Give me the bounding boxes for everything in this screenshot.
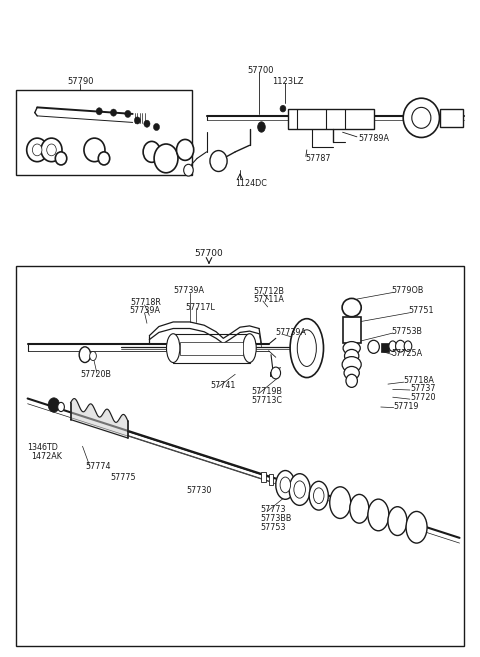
Ellipse shape xyxy=(297,330,316,367)
Text: 57717L: 57717L xyxy=(185,303,215,312)
Ellipse shape xyxy=(350,495,369,523)
Text: 57751: 57751 xyxy=(408,306,434,315)
Text: 57753: 57753 xyxy=(261,523,286,532)
Ellipse shape xyxy=(96,108,102,115)
Ellipse shape xyxy=(313,488,324,503)
Text: 1472AK: 1472AK xyxy=(32,452,62,461)
Text: 57730: 57730 xyxy=(187,486,212,495)
Text: 57741: 57741 xyxy=(210,381,236,390)
Text: 57790: 57790 xyxy=(67,78,94,86)
Ellipse shape xyxy=(342,357,361,373)
Ellipse shape xyxy=(167,334,180,363)
Ellipse shape xyxy=(396,340,405,352)
Ellipse shape xyxy=(41,138,62,162)
Ellipse shape xyxy=(330,487,351,518)
Bar xyxy=(441,108,463,127)
Text: 5773BB: 5773BB xyxy=(261,514,292,523)
Text: 57718A: 57718A xyxy=(404,376,434,385)
Ellipse shape xyxy=(110,109,117,116)
Ellipse shape xyxy=(368,340,379,353)
Text: 57737: 57737 xyxy=(410,384,435,393)
Ellipse shape xyxy=(184,164,193,176)
Text: 57719B: 57719B xyxy=(252,387,282,396)
Ellipse shape xyxy=(90,351,96,361)
Bar xyxy=(381,343,389,352)
Ellipse shape xyxy=(404,341,412,351)
Ellipse shape xyxy=(258,122,265,132)
Ellipse shape xyxy=(47,144,56,156)
Ellipse shape xyxy=(290,319,324,378)
Text: 57720B: 57720B xyxy=(80,370,111,379)
Ellipse shape xyxy=(346,374,358,388)
Bar xyxy=(269,474,274,485)
Text: 57700: 57700 xyxy=(194,250,223,258)
Ellipse shape xyxy=(289,474,310,505)
Text: 57711A: 57711A xyxy=(253,294,284,304)
Text: 57712B: 57712B xyxy=(253,286,284,296)
Text: 57773: 57773 xyxy=(261,505,286,514)
Ellipse shape xyxy=(280,477,290,493)
Ellipse shape xyxy=(389,341,396,351)
Ellipse shape xyxy=(125,110,131,118)
Text: 57753B: 57753B xyxy=(392,327,423,336)
Ellipse shape xyxy=(343,342,360,355)
Ellipse shape xyxy=(344,367,360,380)
Ellipse shape xyxy=(134,117,141,124)
Ellipse shape xyxy=(406,511,427,543)
Ellipse shape xyxy=(412,107,431,128)
Ellipse shape xyxy=(58,402,64,411)
Text: 57739A: 57739A xyxy=(276,328,307,337)
Ellipse shape xyxy=(243,334,256,363)
Text: 57725A: 57725A xyxy=(392,349,423,358)
Ellipse shape xyxy=(48,397,60,412)
Ellipse shape xyxy=(55,152,67,165)
Bar xyxy=(16,266,464,646)
Ellipse shape xyxy=(33,144,42,156)
Ellipse shape xyxy=(143,141,160,162)
Text: 5779OB: 5779OB xyxy=(392,286,424,295)
Ellipse shape xyxy=(345,350,359,363)
Ellipse shape xyxy=(98,152,110,165)
Text: 1123LZ: 1123LZ xyxy=(273,77,304,85)
Text: 57719: 57719 xyxy=(394,402,419,411)
Text: 57789A: 57789A xyxy=(359,134,389,143)
Ellipse shape xyxy=(84,138,105,162)
Text: 57720: 57720 xyxy=(410,393,435,401)
Bar xyxy=(288,109,373,129)
Ellipse shape xyxy=(177,139,194,160)
Ellipse shape xyxy=(271,367,281,379)
Text: 57787: 57787 xyxy=(306,154,331,163)
Ellipse shape xyxy=(276,470,295,499)
Text: 57774: 57774 xyxy=(85,462,110,471)
Ellipse shape xyxy=(388,507,407,535)
Bar xyxy=(343,317,361,343)
Ellipse shape xyxy=(144,120,150,127)
Ellipse shape xyxy=(154,144,178,173)
Bar xyxy=(173,334,250,363)
Text: 57713C: 57713C xyxy=(252,396,282,405)
Bar xyxy=(16,90,192,175)
Ellipse shape xyxy=(27,138,48,162)
Bar xyxy=(180,342,243,355)
Ellipse shape xyxy=(403,98,440,137)
Text: 57775: 57775 xyxy=(110,472,136,482)
Ellipse shape xyxy=(79,347,91,363)
Text: 1124DC: 1124DC xyxy=(235,179,267,188)
Bar xyxy=(262,472,266,482)
Ellipse shape xyxy=(210,150,227,171)
Text: 1346TD: 1346TD xyxy=(28,443,59,452)
Ellipse shape xyxy=(294,481,305,498)
Ellipse shape xyxy=(342,298,361,317)
Text: 57739A: 57739A xyxy=(173,286,204,295)
Text: 57739A: 57739A xyxy=(129,306,160,315)
Ellipse shape xyxy=(154,124,159,131)
Bar xyxy=(270,372,275,376)
Ellipse shape xyxy=(280,105,286,112)
Ellipse shape xyxy=(368,499,389,531)
Text: 57718R: 57718R xyxy=(130,298,161,307)
Text: 57700: 57700 xyxy=(247,66,274,75)
Ellipse shape xyxy=(309,482,328,510)
